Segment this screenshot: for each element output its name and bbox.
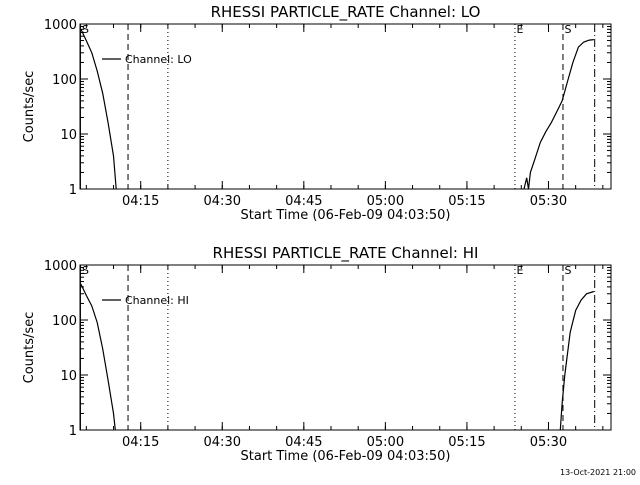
y-tick-label: 100 <box>52 314 77 329</box>
marker-label: E <box>516 264 523 277</box>
y-axis-label: Counts/sec <box>22 312 37 384</box>
x-axis-label: Start Time (06-Feb-09 04:03:50) <box>241 449 451 464</box>
marker-label: E <box>516 23 523 36</box>
chart-1: RHESSI PARTICLE_RATE Channel: LO 1 10 100 10… <box>22 3 612 223</box>
legend-label: Channel: HI <box>125 294 189 307</box>
marker-label: S <box>564 23 571 36</box>
x-tick-label: 04:45 <box>285 435 322 450</box>
x-tick-label: 04:45 <box>285 194 322 209</box>
chart-2: RHESSI PARTICLE_RATE Channel: HI 1 10 100 10… <box>22 244 612 464</box>
marker-label: S <box>82 264 89 277</box>
x-tick-label: 04:30 <box>204 435 241 450</box>
y-tick-label: 10 <box>60 128 77 143</box>
footer-timestamp: 13-Oct-2021 21:00 <box>560 468 636 477</box>
y-tick-label: 100 <box>52 73 77 88</box>
series-line <box>559 290 594 431</box>
x-tick-label: 05:30 <box>530 194 567 209</box>
legend-label: Channel: LO <box>125 53 192 66</box>
x-tick-label: 04:30 <box>204 194 241 209</box>
y-tick-label: 1000 <box>44 259 77 274</box>
y-tick-label: 1000 <box>44 18 77 33</box>
x-tick-label: 05:30 <box>530 435 567 450</box>
series-line <box>80 283 116 431</box>
plot-frame <box>79 23 612 190</box>
series-line <box>523 39 594 190</box>
chart-title: RHESSI PARTICLE_RATE Channel: LO <box>211 3 481 22</box>
x-tick-label: 05:00 <box>367 194 404 209</box>
y-axis-label: Counts/sec <box>22 71 37 143</box>
x-tick-label: 05:15 <box>448 194 485 209</box>
x-tick-label: 05:15 <box>448 435 485 450</box>
x-tick-label: 05:00 <box>367 435 404 450</box>
y-tick-label: 10 <box>60 369 77 384</box>
x-tick-label: 04:15 <box>122 194 159 209</box>
series-line <box>80 29 117 190</box>
chart-title: RHESSI PARTICLE_RATE Channel: HI <box>213 244 479 263</box>
x-tick-label: 04:15 <box>122 435 159 450</box>
y-tick-label: 1 <box>69 424 77 439</box>
marker-label: S <box>564 264 571 277</box>
plot-frame <box>79 264 612 431</box>
marker-label: S <box>82 23 89 36</box>
x-axis-label: Start Time (06-Feb-09 04:03:50) <box>241 208 451 223</box>
y-tick-label: 1 <box>69 183 77 198</box>
